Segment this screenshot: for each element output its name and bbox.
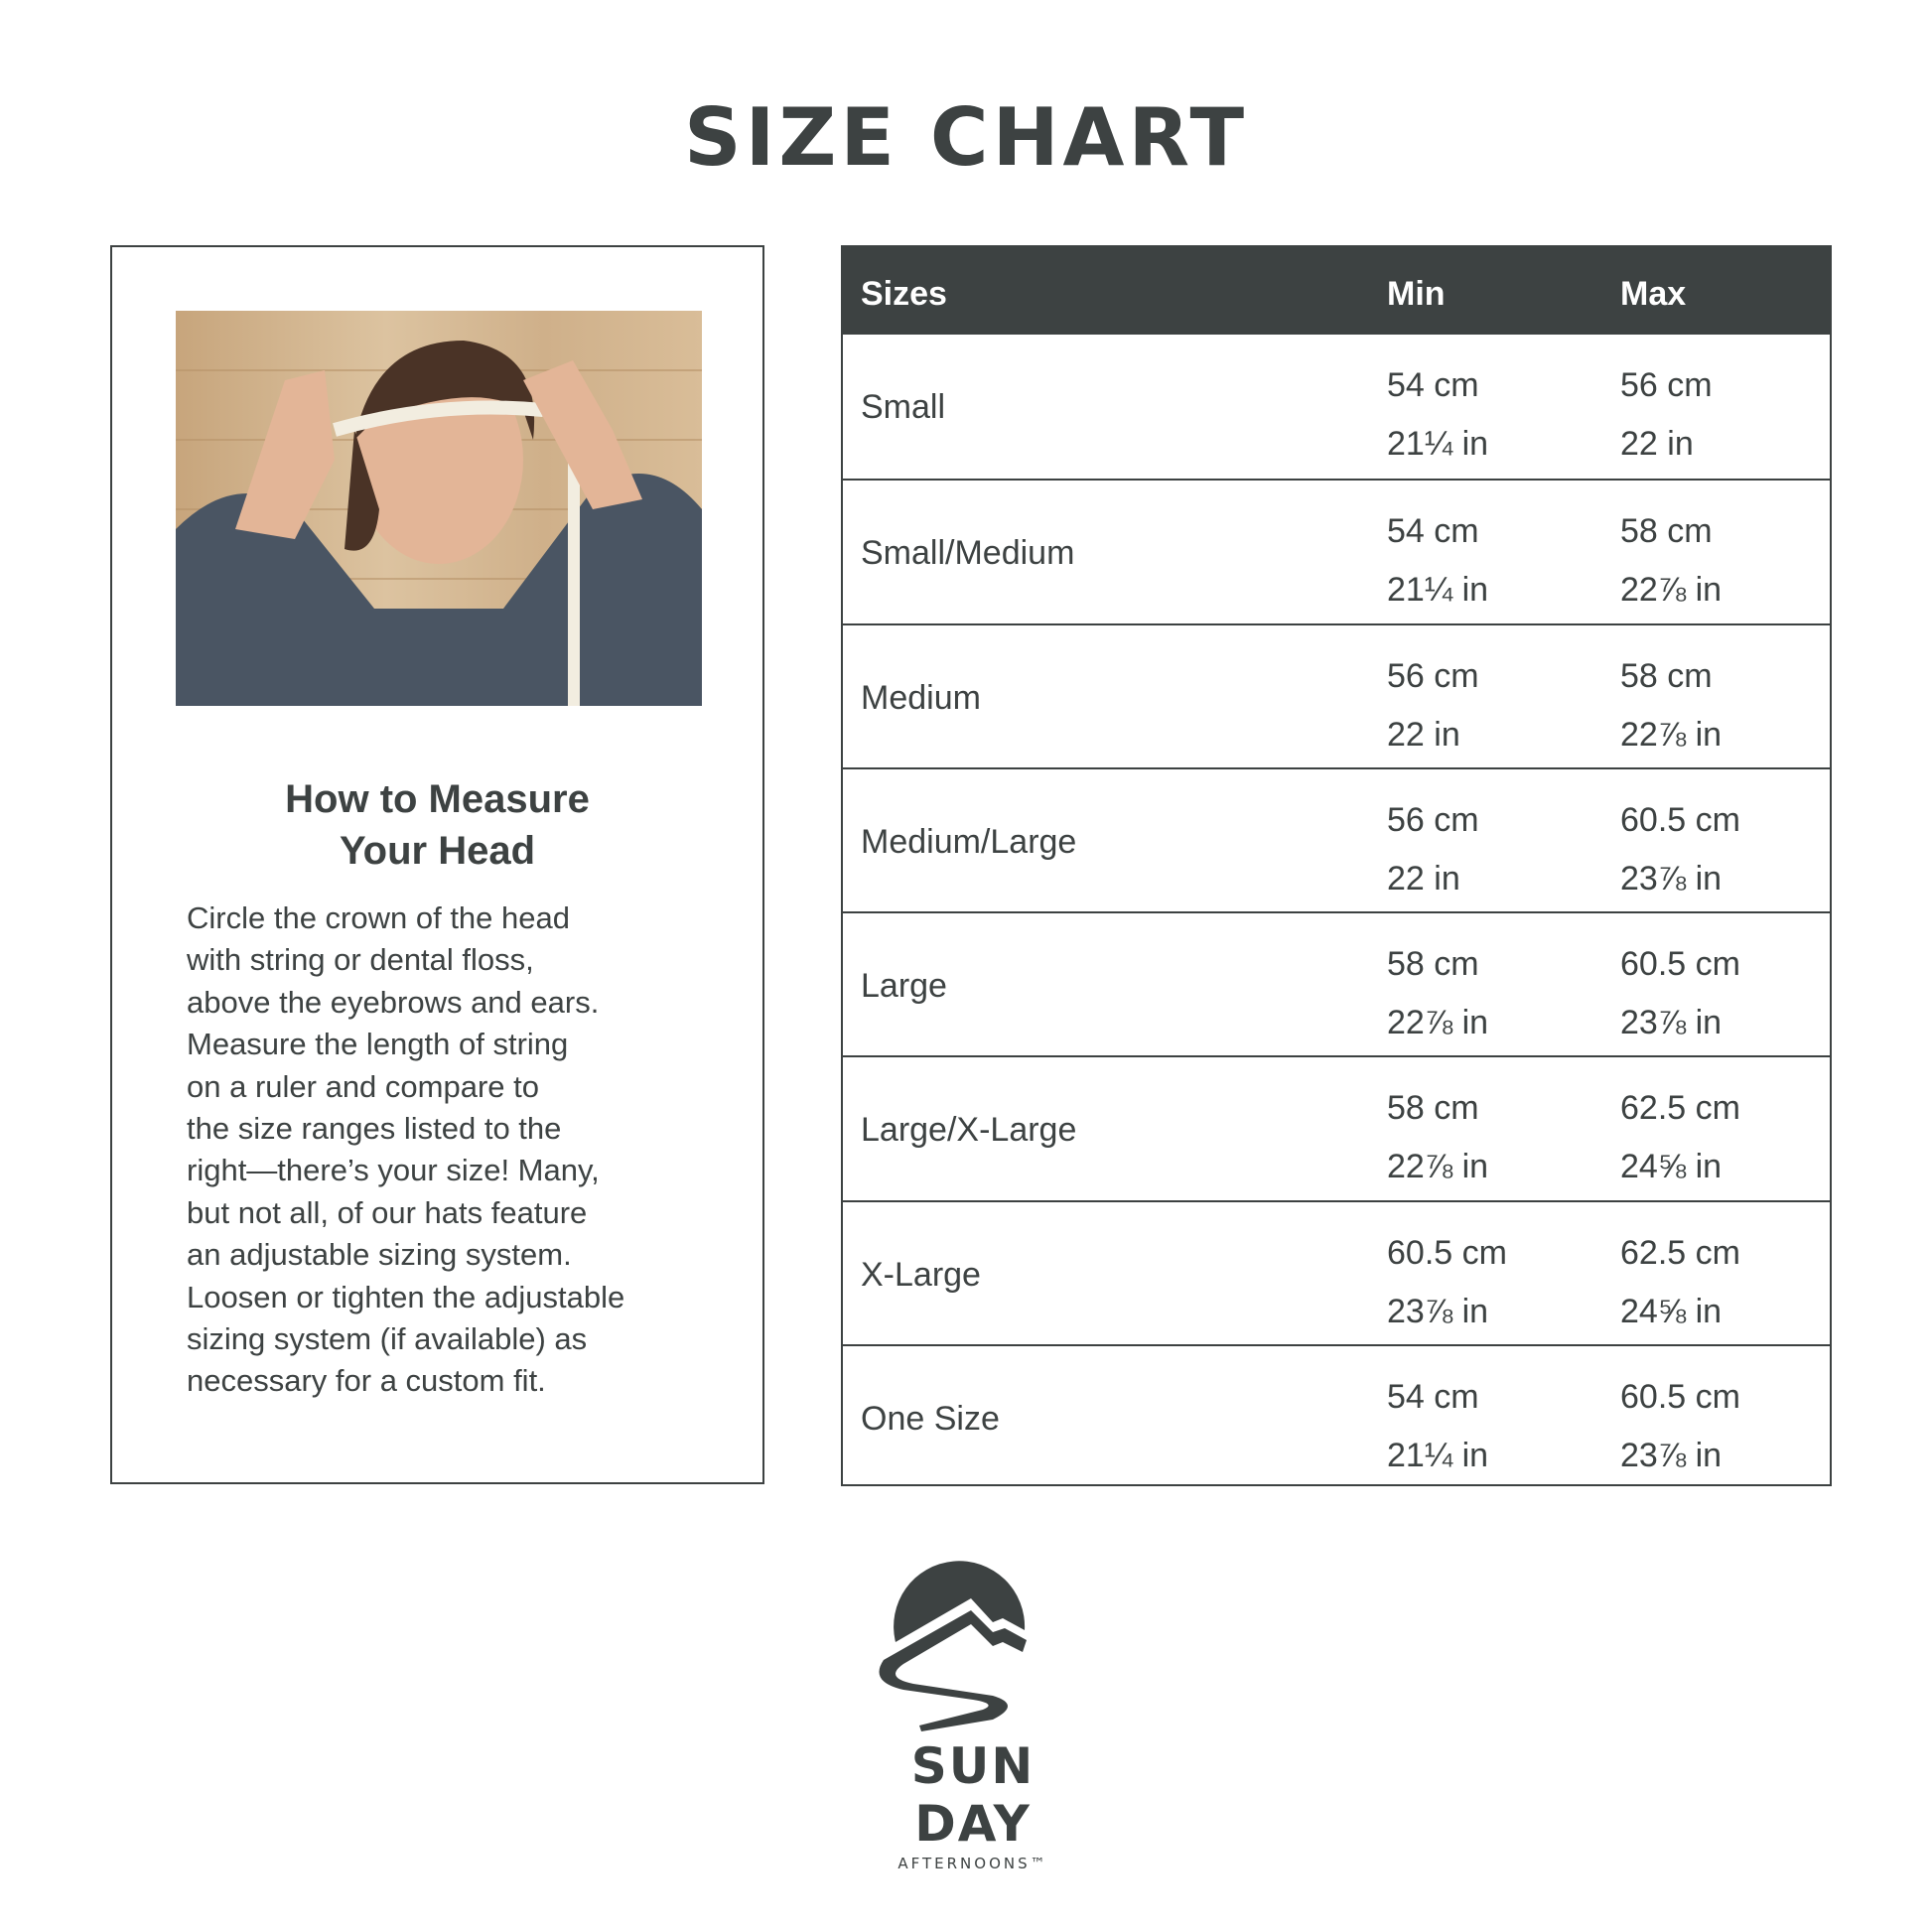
max-cell: 58 cm 22⅞ in xyxy=(1620,647,1722,764)
max-cm: 62.5 cm xyxy=(1620,1233,1740,1272)
max-cm: 56 cm xyxy=(1620,366,1713,404)
heading-line-1: How to Measure xyxy=(285,777,590,821)
size-name: Large/X-Large xyxy=(861,1111,1077,1150)
max-in: 24⅝ in xyxy=(1620,1148,1723,1186)
max-cell: 56 cm 22 in xyxy=(1620,356,1713,474)
instruction-line: Measure the length of string xyxy=(187,1027,569,1062)
min-cm: 54 cm xyxy=(1387,1378,1479,1417)
instruction-line: the size ranges listed to the xyxy=(187,1111,562,1147)
instructions-text: Circle the crown of the head with string… xyxy=(187,897,743,1403)
min-cm: 58 cm xyxy=(1387,945,1479,984)
header-min: Min xyxy=(1387,275,1446,313)
how-to-measure-panel: How to Measure Your Head Circle the crow… xyxy=(110,245,764,1484)
size-name: X-Large xyxy=(861,1255,981,1294)
min-cm: 54 cm xyxy=(1387,366,1479,404)
min-in: 22⅞ in xyxy=(1387,1004,1489,1042)
min-cell: 54 cm 21¼ in xyxy=(1387,502,1488,620)
min-cell: 56 cm 22 in xyxy=(1387,647,1479,764)
max-in: 23⅞ in xyxy=(1620,859,1723,897)
logo-day: DAY xyxy=(914,1795,1032,1853)
instruction-line: above the eyebrows and ears. xyxy=(187,984,600,1020)
max-cm: 60.5 cm xyxy=(1620,1378,1740,1417)
min-cm: 56 cm xyxy=(1387,800,1479,839)
min-cm: 54 cm xyxy=(1387,512,1479,551)
instruction-line: but not all, of our hats feature xyxy=(187,1194,588,1230)
instruction-line: sizing system (if available) as xyxy=(187,1321,588,1357)
table-header: Sizes Min Max xyxy=(843,247,1830,335)
instruction-line: Circle the crown of the head xyxy=(187,900,570,935)
max-cm: 60.5 cm xyxy=(1620,800,1740,839)
table-row: Medium/Large 56 cm 22 in 60.5 cm 23⅞ in xyxy=(843,766,1830,911)
min-cm: 56 cm xyxy=(1387,656,1479,695)
max-in: 23⅞ in xyxy=(1620,1004,1723,1042)
max-cm: 58 cm xyxy=(1620,512,1713,551)
instruction-line: on a ruler and compare to xyxy=(187,1068,539,1104)
header-max: Max xyxy=(1620,275,1687,313)
max-cm: 62.5 cm xyxy=(1620,1089,1740,1128)
max-cell: 60.5 cm 23⅞ in xyxy=(1620,791,1740,908)
max-in: 22 in xyxy=(1620,425,1694,463)
max-in: 23⅞ in xyxy=(1620,1437,1723,1475)
instruction-line: an adjustable sizing system. xyxy=(187,1237,572,1273)
table-row: Large 58 cm 22⅞ in 60.5 cm 23⅞ in xyxy=(843,911,1830,1055)
min-cell: 58 cm 22⅞ in xyxy=(1387,1079,1488,1196)
size-name: Large xyxy=(861,967,947,1006)
max-in: 22⅞ in xyxy=(1620,571,1723,610)
heading-line-2: Your Head xyxy=(339,829,536,873)
table-row: One Size 54 cm 21¼ in 60.5 cm 23⅞ in xyxy=(843,1344,1830,1488)
max-cell: 60.5 cm 23⅞ in xyxy=(1620,935,1740,1052)
logo-sun: SUN xyxy=(910,1737,1035,1795)
size-name: One Size xyxy=(861,1400,1000,1439)
max-cell: 60.5 cm 23⅞ in xyxy=(1620,1368,1740,1485)
sun-mountain-road-icon xyxy=(879,1561,1027,1731)
table-row: Small/Medium 54 cm 21¼ in 58 cm 22⅞ in xyxy=(843,479,1830,622)
size-name: Medium/Large xyxy=(861,822,1077,861)
min-in: 23⅞ in xyxy=(1387,1292,1489,1330)
min-cell: 58 cm 22⅞ in xyxy=(1387,935,1488,1052)
table-row: Small 54 cm 21¼ in 56 cm 22 in xyxy=(843,335,1830,479)
min-in: 22 in xyxy=(1387,859,1460,897)
how-to-measure-heading: How to Measure Your Head xyxy=(112,773,762,877)
size-name: Small/Medium xyxy=(861,534,1075,573)
max-in: 24⅝ in xyxy=(1620,1292,1723,1330)
instruction-line: necessary for a custom fit. xyxy=(187,1363,546,1399)
min-cell: 60.5 cm 23⅞ in xyxy=(1387,1224,1507,1341)
table-row: Large/X-Large 58 cm 22⅞ in 62.5 cm 24⅝ i… xyxy=(843,1055,1830,1199)
min-cell: 56 cm 22 in xyxy=(1387,791,1479,908)
min-in: 21¼ in xyxy=(1387,1437,1489,1475)
table-row: Medium 56 cm 22 in 58 cm 22⅞ in xyxy=(843,622,1830,767)
page-title: SIZE CHART xyxy=(683,91,1249,184)
min-cell: 54 cm 21¼ in xyxy=(1387,1368,1488,1485)
instruction-line: Loosen or tighten the adjustable xyxy=(187,1279,625,1314)
max-in: 22⅞ in xyxy=(1620,715,1723,754)
min-in: 21¼ in xyxy=(1387,425,1489,463)
min-cm: 60.5 cm xyxy=(1387,1233,1507,1272)
min-cm: 58 cm xyxy=(1387,1089,1479,1128)
table-row: X-Large 60.5 cm 23⅞ in 62.5 cm 24⅝ in xyxy=(843,1199,1830,1344)
max-cell: 62.5 cm 24⅝ in xyxy=(1620,1224,1740,1341)
max-cm: 58 cm xyxy=(1620,656,1713,695)
size-name: Medium xyxy=(861,678,981,717)
logo-afternoons: AFTERNOONS™ xyxy=(897,1855,1048,1872)
min-in: 22⅞ in xyxy=(1387,1148,1489,1186)
instruction-line: right—there’s your size! Many, xyxy=(187,1153,600,1188)
header-sizes: Sizes xyxy=(861,275,947,313)
min-in: 22 in xyxy=(1387,715,1460,754)
min-cell: 54 cm 21¼ in xyxy=(1387,356,1488,474)
size-table: Sizes Min Max Small 54 cm 21¼ in 56 cm 2… xyxy=(841,245,1832,1486)
instruction-line: with string or dental floss, xyxy=(187,942,534,978)
max-cm: 60.5 cm xyxy=(1620,945,1740,984)
min-in: 21¼ in xyxy=(1387,571,1489,610)
max-cell: 62.5 cm 24⅝ in xyxy=(1620,1079,1740,1196)
size-name: Small xyxy=(861,388,946,426)
sunday-afternoons-logo: SUN DAY AFTERNOONS™ xyxy=(874,1561,1072,1874)
measuring-head-photo xyxy=(176,311,702,706)
max-cell: 58 cm 22⅞ in xyxy=(1620,502,1722,620)
